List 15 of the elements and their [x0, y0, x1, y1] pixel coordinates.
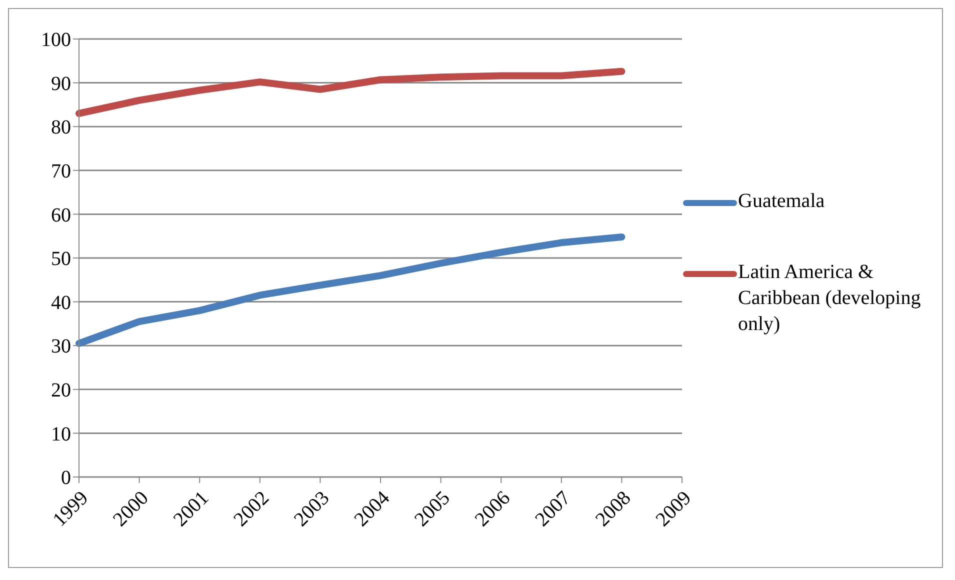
legend-label: Guatemala — [738, 189, 825, 214]
legend-label: Latin America & Caribbean (developing only) — [738, 260, 922, 337]
y-tick-label: 90 — [51, 72, 71, 95]
x-tick-label: 1999 — [48, 487, 93, 531]
x-tick-label: 2001 — [169, 487, 214, 531]
y-tick-label: 70 — [51, 160, 71, 182]
y-tick-label: 50 — [51, 248, 71, 270]
y-tick-label: 20 — [51, 380, 71, 402]
y-tick-label: 10 — [51, 423, 71, 446]
y-tick-label: 80 — [51, 116, 71, 139]
y-tick-label: 60 — [51, 204, 71, 226]
y-tick-label: 100 — [41, 29, 71, 52]
y-tick-label: 40 — [51, 292, 71, 314]
y-tick-label: 0 — [61, 467, 71, 490]
y-tick-label: 30 — [51, 336, 71, 358]
